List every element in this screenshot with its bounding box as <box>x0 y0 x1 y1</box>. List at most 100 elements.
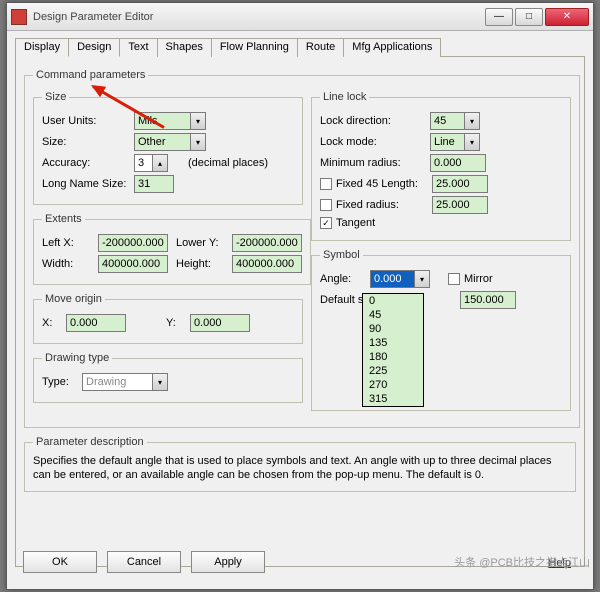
titlebar[interactable]: Design Parameter Editor — □ ✕ <box>7 3 593 31</box>
tab-shapes[interactable]: Shapes <box>157 38 212 57</box>
tab-design[interactable]: Design <box>68 38 120 57</box>
chevron-down-icon[interactable]: ▾ <box>190 133 206 151</box>
cancel-button[interactable]: Cancel <box>107 551 181 573</box>
fixed-45-input[interactable]: 25.000 <box>432 175 488 193</box>
leftx-label: Left X: <box>42 237 98 249</box>
angle-label: Angle: <box>320 273 370 285</box>
close-button[interactable]: ✕ <box>545 8 589 26</box>
lock-direction-label: Lock direction: <box>320 115 430 127</box>
symbol-group: Symbol Angle: 0.000 ▾ Mirror <box>311 249 571 411</box>
lock-mode-combo[interactable]: Line ▾ <box>430 133 480 151</box>
tab-mfg-applications[interactable]: Mfg Applications <box>343 38 441 57</box>
lock-direction-combo[interactable]: 45 ▾ <box>430 112 480 130</box>
command-parameters-group: Command parameters Size User Units: Mils… <box>24 69 580 428</box>
mirror-checkbox[interactable] <box>448 273 460 285</box>
angle-option[interactable]: 225 <box>363 364 423 378</box>
min-radius-label: Minimum radius: <box>320 157 430 169</box>
angle-option[interactable]: 45 <box>363 308 423 322</box>
apply-button[interactable]: Apply <box>191 551 265 573</box>
tab-text[interactable]: Text <box>119 38 157 57</box>
angle-option[interactable]: 270 <box>363 378 423 392</box>
app-icon <box>11 9 27 25</box>
user-units-combo[interactable]: Mils ▾ <box>134 112 206 130</box>
size-combo[interactable]: Other ▾ <box>134 133 206 151</box>
chevron-down-icon[interactable]: ▾ <box>414 270 430 288</box>
y-input[interactable]: 0.000 <box>190 314 250 332</box>
symbol-legend: Symbol <box>320 249 363 261</box>
spinner-buttons[interactable]: ▴ <box>152 154 168 172</box>
tangent-checkbox[interactable]: ✓ <box>320 217 332 229</box>
parameter-description-group: Parameter description Specifies the defa… <box>24 436 576 492</box>
user-units-label: User Units: <box>42 115 134 127</box>
chevron-down-icon[interactable]: ▾ <box>152 373 168 391</box>
chevron-down-icon[interactable]: ▾ <box>464 133 480 151</box>
user-units-value: Mils <box>134 112 190 130</box>
angle-option[interactable]: 315 <box>363 392 423 406</box>
fixed-45-checkbox[interactable] <box>320 178 332 190</box>
accuracy-label: Accuracy: <box>42 157 134 169</box>
mirror-label: Mirror <box>464 273 493 285</box>
y-label: Y: <box>166 317 190 329</box>
angle-dropdown[interactable]: 0 45 90 135 180 225 270 315 <box>362 293 424 407</box>
width-input[interactable]: 400000.000 <box>98 255 168 273</box>
lock-mode-label: Lock mode: <box>320 136 430 148</box>
tab-route[interactable]: Route <box>297 38 344 57</box>
size-group: Size User Units: Mils ▾ Size: <box>33 91 303 205</box>
angle-option[interactable]: 0 <box>363 294 423 308</box>
angle-combo[interactable]: 0.000 ▾ <box>370 270 430 288</box>
minimize-button[interactable]: — <box>485 8 513 26</box>
angle-value: 0.000 <box>370 270 414 288</box>
long-name-input[interactable]: 31 <box>134 175 174 193</box>
lock-direction-value: 45 <box>430 112 464 130</box>
long-name-label: Long Name Size: <box>42 178 134 190</box>
tangent-label: Tangent <box>336 217 375 229</box>
accuracy-suffix: (decimal places) <box>188 157 268 169</box>
fixed-radius-input[interactable]: 25.000 <box>432 196 488 214</box>
chevron-down-icon[interactable]: ▾ <box>464 112 480 130</box>
accuracy-spinner[interactable]: 3 ▴ <box>134 154 168 172</box>
type-value: Drawing <box>82 373 152 391</box>
lowery-label: Lower Y: <box>176 237 232 249</box>
extents-group: Extents Left X: -200000.000 Lower Y: -20… <box>33 213 311 285</box>
accuracy-value: 3 <box>134 154 152 172</box>
tab-display[interactable]: Display <box>15 38 69 57</box>
parameter-description-legend: Parameter description <box>33 436 147 448</box>
command-parameters-legend: Command parameters <box>33 69 148 81</box>
fixed-radius-checkbox[interactable] <box>320 199 332 211</box>
lock-mode-value: Line <box>430 133 464 151</box>
move-origin-legend: Move origin <box>42 293 105 305</box>
width-label: Width: <box>42 258 98 270</box>
extents-legend: Extents <box>42 213 85 225</box>
window-title: Design Parameter Editor <box>33 11 483 23</box>
tab-flow-planning[interactable]: Flow Planning <box>211 38 298 57</box>
height-input[interactable]: 400000.000 <box>232 255 302 273</box>
angle-option[interactable]: 90 <box>363 322 423 336</box>
drawing-type-legend: Drawing type <box>42 352 112 364</box>
design-panel: Command parameters Size User Units: Mils… <box>15 57 585 567</box>
drawing-type-group: Drawing type Type: Drawing ▾ <box>33 352 303 403</box>
move-origin-group: Move origin X: 0.000 Y: 0.000 <box>33 293 303 344</box>
angle-option[interactable]: 135 <box>363 336 423 350</box>
parameter-description-text: Specifies the default angle that is used… <box>33 454 567 483</box>
size-legend: Size <box>42 91 69 103</box>
default-size-input[interactable]: 150.000 <box>460 291 516 309</box>
leftx-input[interactable]: -200000.000 <box>98 234 168 252</box>
angle-option[interactable]: 180 <box>363 350 423 364</box>
design-parameter-editor-window: Design Parameter Editor — □ ✕ Display De… <box>6 2 594 590</box>
type-combo[interactable]: Drawing ▾ <box>82 373 168 391</box>
size-label: Size: <box>42 136 134 148</box>
fixed-45-label: Fixed 45 Length: <box>336 178 432 190</box>
tab-strip: Display Design Text Shapes Flow Planning… <box>15 37 585 57</box>
x-input[interactable]: 0.000 <box>66 314 126 332</box>
min-radius-input[interactable]: 0.000 <box>430 154 486 172</box>
height-label: Height: <box>176 258 232 270</box>
chevron-down-icon[interactable]: ▾ <box>190 112 206 130</box>
ok-button[interactable]: OK <box>23 551 97 573</box>
x-label: X: <box>42 317 66 329</box>
line-lock-group: Line lock Lock direction: 45 ▾ Lock mode… <box>311 91 571 241</box>
lowery-input[interactable]: -200000.000 <box>232 234 302 252</box>
maximize-button[interactable]: □ <box>515 8 543 26</box>
fixed-radius-label: Fixed radius: <box>336 199 432 211</box>
type-label: Type: <box>42 376 82 388</box>
size-value: Other <box>134 133 190 151</box>
